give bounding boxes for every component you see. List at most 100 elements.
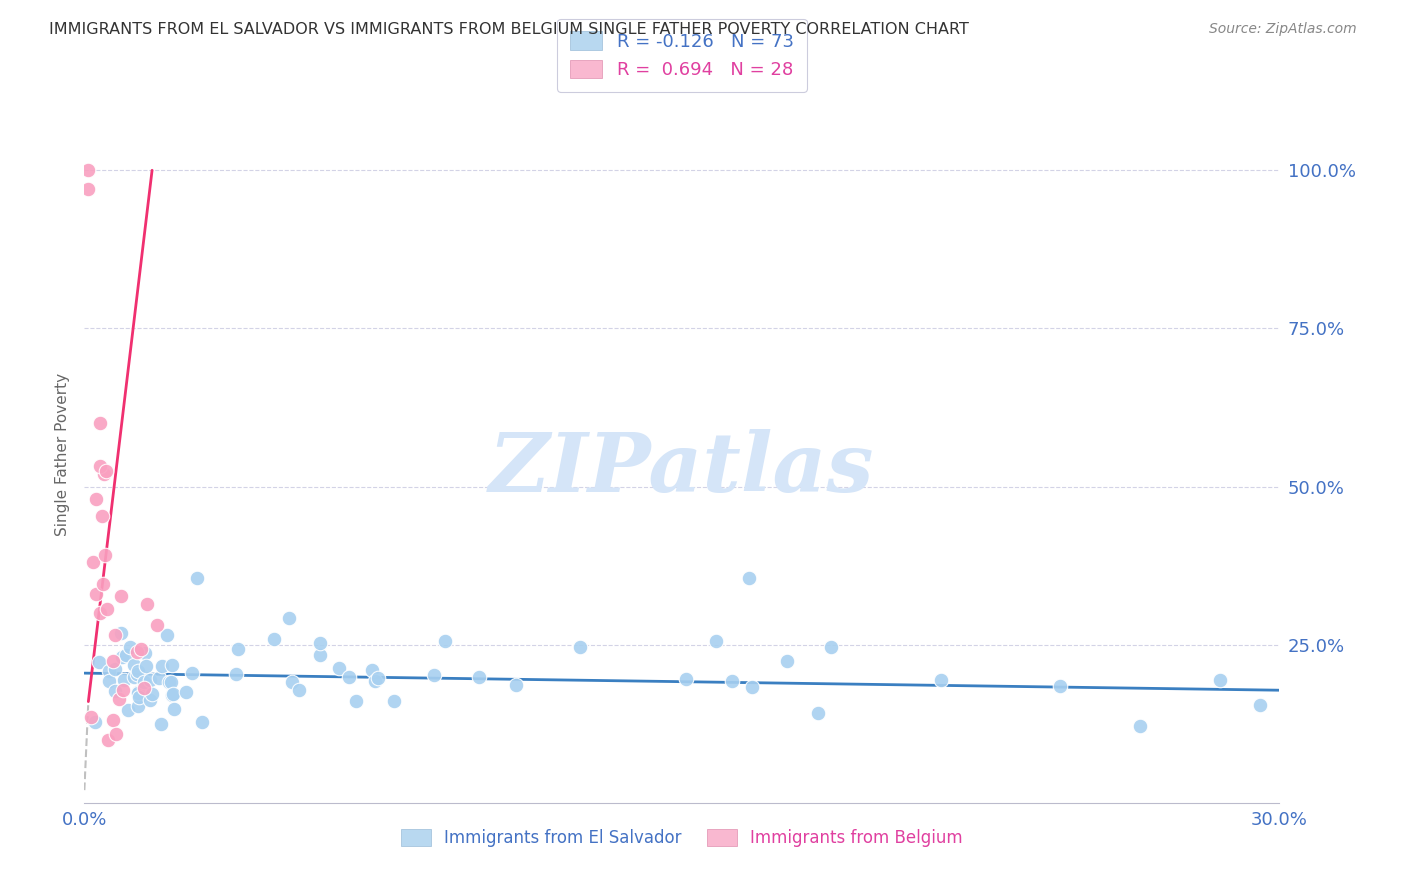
Point	[127, 666, 149, 681]
Point	[134, 646, 156, 660]
Point	[132, 675, 155, 690]
Point	[186, 571, 208, 585]
Point	[180, 666, 202, 681]
Point	[675, 672, 697, 686]
Point	[128, 690, 150, 704]
Point	[568, 640, 591, 654]
Point	[112, 673, 135, 687]
Text: IMMIGRANTS FROM EL SALVADOR VS IMMIGRANTS FROM BELGIUM SINGLE FATHER POVERTY COR: IMMIGRANTS FROM EL SALVADOR VS IMMIGRANT…	[49, 22, 969, 37]
Point	[96, 601, 118, 615]
Point	[361, 663, 384, 677]
Point	[110, 589, 132, 603]
Point	[127, 665, 149, 679]
Point	[1049, 679, 1071, 693]
Point	[131, 642, 153, 657]
Point	[104, 662, 127, 676]
Point	[97, 733, 120, 747]
Point	[277, 611, 299, 625]
Point	[150, 658, 173, 673]
Point	[101, 654, 124, 668]
Point	[1129, 718, 1152, 732]
Point	[94, 548, 117, 562]
Point	[344, 694, 367, 708]
Point	[110, 625, 132, 640]
Point	[84, 587, 107, 601]
Point	[337, 670, 360, 684]
Point	[94, 464, 117, 478]
Point	[364, 674, 387, 689]
Point	[80, 710, 103, 724]
Point	[97, 664, 120, 678]
Point	[89, 606, 111, 620]
Point	[382, 693, 405, 707]
Point	[132, 681, 155, 695]
Point	[86, 492, 108, 507]
Point	[91, 577, 114, 591]
Point	[98, 674, 121, 689]
Point	[160, 688, 183, 702]
Point	[111, 683, 134, 698]
Point	[160, 658, 183, 673]
Point	[704, 633, 727, 648]
Point	[190, 714, 212, 729]
Point	[104, 727, 127, 741]
Y-axis label: Single Father Poverty: Single Father Poverty	[55, 374, 70, 536]
Point	[125, 645, 148, 659]
Point	[101, 713, 124, 727]
Point	[738, 571, 761, 585]
Point	[308, 648, 330, 662]
Point	[162, 687, 184, 701]
Point	[141, 688, 163, 702]
Point	[139, 693, 162, 707]
Point	[117, 703, 139, 717]
Point	[148, 671, 170, 685]
Point	[1209, 673, 1232, 688]
Point	[89, 417, 111, 431]
Point	[93, 467, 115, 481]
Point	[162, 702, 184, 716]
Point	[160, 674, 183, 689]
Point	[467, 670, 489, 684]
Point	[156, 628, 179, 642]
Point	[87, 655, 110, 669]
Point	[114, 648, 136, 662]
Point	[89, 458, 111, 473]
Point	[135, 659, 157, 673]
Point	[150, 717, 173, 731]
Point	[77, 182, 100, 196]
Point	[103, 683, 125, 698]
Point	[146, 617, 169, 632]
Point	[111, 649, 134, 664]
Point	[309, 636, 332, 650]
Point	[505, 678, 527, 692]
Point	[127, 686, 149, 700]
Point	[740, 680, 762, 694]
Point	[82, 556, 104, 570]
Legend: Immigrants from El Salvador, Immigrants from Belgium: Immigrants from El Salvador, Immigrants …	[394, 822, 970, 854]
Point	[135, 597, 157, 611]
Point	[176, 685, 198, 699]
Point	[225, 667, 247, 681]
Point	[929, 673, 952, 687]
Point	[139, 673, 162, 687]
Text: Source: ZipAtlas.com: Source: ZipAtlas.com	[1209, 22, 1357, 37]
Point	[807, 706, 830, 721]
Point	[122, 658, 145, 673]
Point	[288, 683, 311, 698]
Point	[776, 653, 799, 667]
Point	[434, 633, 457, 648]
Point	[124, 670, 146, 684]
Point	[157, 675, 180, 690]
Point	[820, 640, 842, 654]
Point	[91, 508, 114, 523]
Point	[127, 685, 149, 699]
Point	[84, 714, 107, 729]
Point	[76, 163, 98, 178]
Point	[720, 674, 742, 689]
Point	[127, 698, 149, 713]
Point	[328, 660, 350, 674]
Point	[1249, 698, 1271, 713]
Point	[423, 667, 446, 681]
Point	[263, 632, 285, 647]
Text: ZIPatlas: ZIPatlas	[489, 429, 875, 508]
